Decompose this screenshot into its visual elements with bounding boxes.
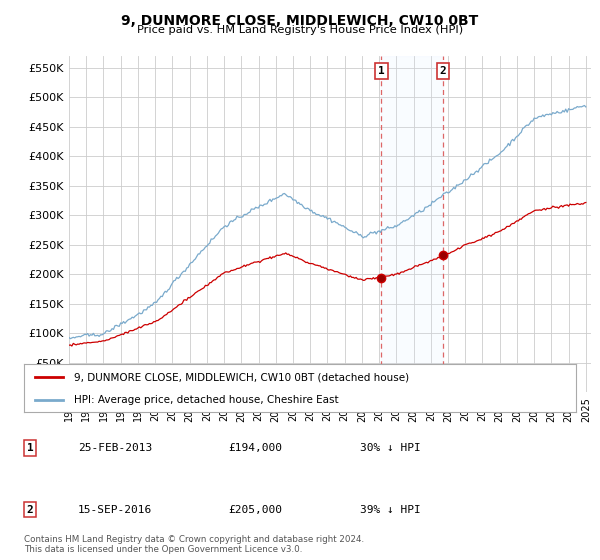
Text: 30% ↓ HPI: 30% ↓ HPI [360,443,421,453]
Text: HPI: Average price, detached house, Cheshire East: HPI: Average price, detached house, Ches… [74,395,338,405]
Text: 1: 1 [378,66,385,76]
Text: Price paid vs. HM Land Registry's House Price Index (HPI): Price paid vs. HM Land Registry's House … [137,25,463,35]
Bar [381,56,443,392]
Text: 1: 1 [26,443,34,453]
Text: £205,000: £205,000 [228,505,282,515]
Text: 25-FEB-2013: 25-FEB-2013 [78,443,152,453]
Text: Contains HM Land Registry data © Crown copyright and database right 2024.
This d: Contains HM Land Registry data © Crown c… [24,535,364,554]
Text: 9, DUNMORE CLOSE, MIDDLEWICH, CW10 0BT: 9, DUNMORE CLOSE, MIDDLEWICH, CW10 0BT [121,14,479,28]
Text: 9, DUNMORE CLOSE, MIDDLEWICH, CW10 0BT (detached house): 9, DUNMORE CLOSE, MIDDLEWICH, CW10 0BT (… [74,372,409,382]
Text: 15-SEP-2016: 15-SEP-2016 [78,505,152,515]
Text: 2: 2 [26,505,34,515]
Text: 39% ↓ HPI: 39% ↓ HPI [360,505,421,515]
Text: 2: 2 [440,66,446,76]
Text: £194,000: £194,000 [228,443,282,453]
